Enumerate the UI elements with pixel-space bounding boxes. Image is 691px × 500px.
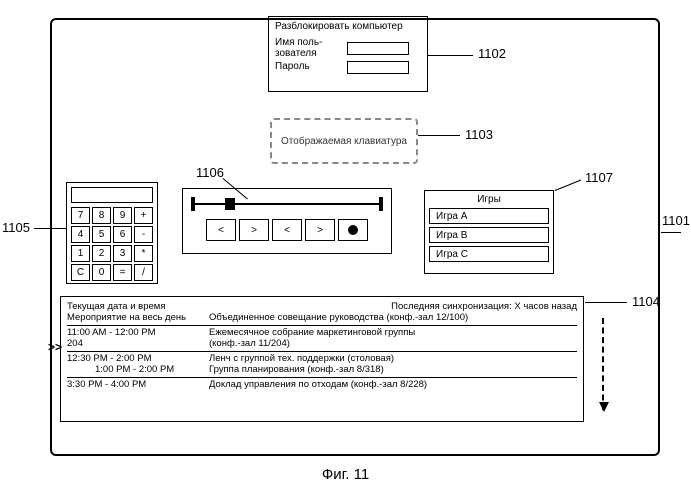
keyboard-label: Отображаемая клавиатура — [281, 136, 407, 147]
media-slider[interactable] — [191, 197, 383, 211]
calc-key-4[interactable]: 4 — [71, 226, 90, 243]
schedule-panel: Текущая дата и время Последняя синхрониз… — [60, 296, 584, 422]
calc-key-/[interactable]: / — [134, 264, 153, 281]
username-label: Имя поль- зователя — [275, 38, 347, 59]
ref-1103: 1103 — [465, 127, 493, 142]
calc-key-6[interactable]: 6 — [113, 226, 132, 243]
calc-key-+[interactable]: + — [134, 207, 153, 224]
slider-knob[interactable] — [225, 198, 235, 210]
calculator-display — [71, 187, 153, 203]
calc-key-3[interactable]: 3 — [113, 245, 132, 262]
media-player: <><> — [182, 188, 392, 254]
event-time: 12:30 PM - 2:00 PM — [67, 353, 209, 364]
calc-key-7[interactable]: 7 — [71, 207, 90, 224]
event-desc: Доклад управления по отходам (конф.-зал … — [209, 379, 427, 390]
allday-label: Мероприятие на весь день — [67, 312, 209, 323]
unlock-title: Разблокировать компьютер — [275, 21, 421, 32]
schedule-row: 3:30 PM - 4:00 PMДоклад управления по от… — [67, 379, 577, 390]
current-marker: >> — [48, 340, 62, 354]
calc-key-*[interactable]: * — [134, 245, 153, 262]
game-item-0[interactable]: Игра A — [429, 208, 549, 224]
record-icon — [348, 225, 358, 235]
event-desc: Группа планирования (конф.-зал 8/318) — [209, 364, 384, 375]
scroll-down-arrow-icon — [602, 318, 604, 410]
password-field[interactable] — [347, 61, 409, 74]
event-desc: Ежемесячное собрание маркетинговой групп… — [209, 327, 415, 338]
ref-1106: 1106 — [196, 165, 224, 180]
password-label: Пароль — [275, 62, 347, 73]
schedule-row: 11:00 AM - 12:00 PMЕжемесячное собрание … — [67, 327, 577, 338]
calc-key-C[interactable]: C — [71, 264, 90, 281]
ref-1104: 1104 — [632, 294, 660, 309]
event-time: 3:30 PM - 4:00 PM — [67, 379, 209, 390]
media-btn-1[interactable]: > — [239, 219, 269, 241]
unlock-box: Разблокировать компьютер Имя поль- зоват… — [268, 16, 428, 92]
ref-1107: 1107 — [585, 170, 613, 185]
game-item-2[interactable]: Игра C — [429, 246, 549, 262]
calc-key-9[interactable]: 9 — [113, 207, 132, 224]
schedule-row: 12:30 PM - 2:00 PMЛенч с группой тех. по… — [67, 353, 577, 364]
calc-key-=[interactable]: = — [113, 264, 132, 281]
username-field[interactable] — [347, 42, 409, 55]
last-sync-label: Последняя синхронизация: X часов назад — [391, 301, 577, 312]
calculator: 789+456- 123* C0=/ — [66, 182, 158, 284]
calc-key-2[interactable]: 2 — [92, 245, 111, 262]
schedule-row: 204(конф.-зал 11/204) — [67, 338, 577, 349]
event-time: 1:00 PM - 2:00 PM — [67, 364, 209, 375]
calc-key-8[interactable]: 8 — [92, 207, 111, 224]
games-panel: Игры Игра A Игра B Игра C — [424, 190, 554, 274]
calc-key-5[interactable]: 5 — [92, 226, 111, 243]
onscreen-keyboard[interactable]: Отображаемая клавиатура — [270, 118, 418, 164]
allday-desc: Объединенное совещание руководства (конф… — [209, 312, 468, 323]
media-btn-0[interactable]: < — [206, 219, 236, 241]
date-time-label: Текущая дата и время — [67, 301, 165, 312]
calc-key--[interactable]: - — [134, 226, 153, 243]
event-desc: Ленч с группой тех. поддержки (столовая) — [209, 353, 394, 364]
ref-1101: 1101 — [662, 213, 690, 228]
media-btn-2[interactable]: < — [272, 219, 302, 241]
game-item-1[interactable]: Игра B — [429, 227, 549, 243]
ref-1102: 1102 — [478, 46, 506, 61]
figure-caption: Фиг. 11 — [0, 466, 691, 483]
games-header: Игры — [429, 194, 549, 205]
event-time: 11:00 AM - 12:00 PM — [67, 327, 209, 338]
media-btn-4[interactable] — [338, 219, 368, 241]
calc-key-0[interactable]: 0 — [92, 264, 111, 281]
ref-1105: 1105 — [2, 220, 30, 235]
media-btn-3[interactable]: > — [305, 219, 335, 241]
schedule-row: 1:00 PM - 2:00 PMГруппа планирования (ко… — [67, 364, 577, 375]
calc-key-1[interactable]: 1 — [71, 245, 90, 262]
